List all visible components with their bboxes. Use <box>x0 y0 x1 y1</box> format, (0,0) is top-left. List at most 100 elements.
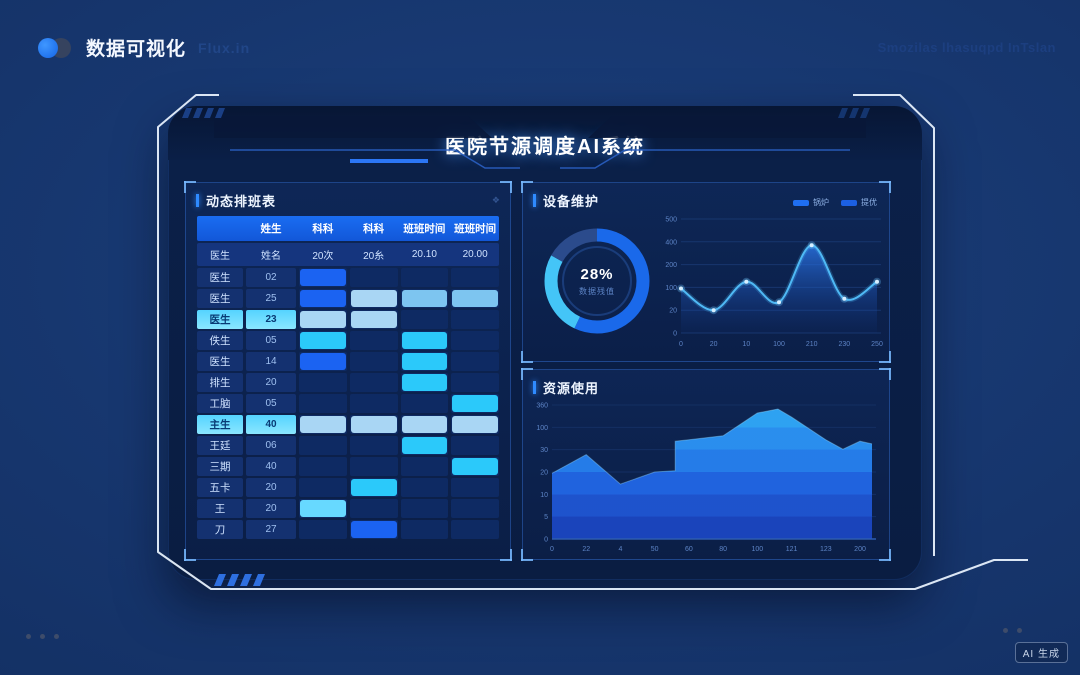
schedule-row[interactable]: 五卡 20 <box>197 478 499 497</box>
schedule-cell <box>400 520 449 539</box>
y-tick-label: 0 <box>544 537 548 544</box>
schedule-bar <box>350 479 397 496</box>
schedule-bar <box>401 353 448 370</box>
maintenance-donut-chart: 28% 数据残值 <box>531 213 663 349</box>
logo-dot-icon <box>38 37 74 59</box>
y-tick-label: 0 <box>673 331 677 338</box>
schedule-header-cell: 班班时间 <box>454 223 497 235</box>
schedule-cell <box>299 499 347 518</box>
y-tick-label: 500 <box>665 217 677 224</box>
data-point[interactable] <box>777 300 781 305</box>
schedule-cell <box>451 331 499 350</box>
data-point[interactable] <box>809 243 814 248</box>
donut-svg <box>544 228 650 334</box>
schedule-cell <box>349 499 398 518</box>
schedule-cell <box>451 394 499 413</box>
schedule-cell <box>349 289 398 308</box>
schedule-row[interactable]: 医生 23 <box>197 310 499 329</box>
schedule-row[interactable]: 工脑 05 <box>197 394 499 413</box>
schedule-cell <box>349 478 398 497</box>
line-area-fill <box>681 245 877 333</box>
schedule-row[interactable]: 刀 27 <box>197 520 499 539</box>
data-point[interactable] <box>711 308 716 313</box>
schedule-cell <box>299 520 347 539</box>
schedule-row-label: 王 <box>197 499 243 518</box>
schedule-row[interactable]: 排生 20 <box>197 373 499 392</box>
schedule-header-cell: 班班时间 <box>403 223 446 235</box>
schedule-cell <box>400 331 449 350</box>
schedule-cell <box>400 499 449 518</box>
schedule-row[interactable]: 医生 25 <box>197 289 499 308</box>
schedule-cell <box>451 478 499 497</box>
schedule-row-label: 刀 <box>197 520 243 539</box>
schedule-row[interactable]: 医生 02 <box>197 268 499 287</box>
footer-dots-left <box>26 634 59 639</box>
y-tick-label: 360 <box>536 403 548 410</box>
schedule-row-label: 王廷 <box>197 436 243 455</box>
x-tick-label: 4 <box>618 546 622 553</box>
schedule-row-label: 医生 <box>197 352 243 371</box>
schedule-bar <box>350 521 397 538</box>
schedule-row[interactable]: 王廷 06 <box>197 436 499 455</box>
schedule-cell <box>451 436 499 455</box>
line-chart-legend: 锅炉 提优 <box>793 197 877 208</box>
y-tick-label: 10 <box>540 492 548 499</box>
schedule-cell <box>451 520 499 539</box>
title-tick-icon <box>196 194 199 207</box>
schedule-row-label: 医生 <box>197 289 243 308</box>
schedule-cell <box>349 310 398 329</box>
y-tick-label: 20 <box>540 470 548 477</box>
schedule-row-number: 02 <box>246 268 296 287</box>
page-title: 医院节源调度AI系统 <box>445 136 645 158</box>
logo-ghost-text: Flux.in <box>198 39 251 56</box>
schedule-cell <box>451 289 499 308</box>
schedule-row-label: 排生 <box>197 373 243 392</box>
schedule-cell <box>349 415 398 434</box>
schedule-cell <box>299 352 347 371</box>
schedule-header-row: 姓生 科科 科科 班班时间 班班时间 <box>197 216 499 241</box>
schedule-panel: 动态排班表 ❖ 姓生 科科 科科 班班时间 班班时间 医生 姓名 20次 20糸 20.10 20.… <box>184 181 512 561</box>
data-point[interactable] <box>842 296 847 301</box>
schedule-bar <box>452 458 498 475</box>
schedule-row[interactable]: 三期 40 <box>197 457 499 476</box>
legend-item[interactable]: 提优 <box>841 197 877 208</box>
ai-generated-badge: AI 生成 <box>1014 642 1068 663</box>
schedule-subheader-cell: 医生 <box>210 251 230 262</box>
schedule-cell <box>349 520 398 539</box>
schedule-subheader-cell: 20次 <box>312 251 334 262</box>
donut-inner-ring <box>562 246 632 316</box>
schedule-bar <box>350 416 397 433</box>
x-tick-label: 250 <box>871 341 883 348</box>
x-tick-label: 200 <box>854 546 866 553</box>
data-point[interactable] <box>679 286 683 291</box>
schedule-cell <box>299 310 347 329</box>
schedule-subheader-cell: 20.10 <box>411 249 437 260</box>
schedule-row-number: 25 <box>246 289 296 308</box>
schedule-bar <box>401 290 448 307</box>
data-point[interactable] <box>875 279 879 284</box>
data-point[interactable] <box>744 279 749 284</box>
schedule-bar <box>452 416 498 433</box>
legend-label: 锅炉 <box>813 198 829 207</box>
schedule-row[interactable]: 王 20 <box>197 499 499 518</box>
schedule-cell <box>400 394 449 413</box>
logo-dot-blue <box>38 37 58 58</box>
legend-swatch <box>793 199 809 206</box>
y-tick-label: 20 <box>669 308 677 315</box>
schedule-bar <box>300 500 346 517</box>
title-tick-icon <box>533 381 536 394</box>
schedule-row[interactable]: 医生 14 <box>197 352 499 371</box>
legend-item[interactable]: 锅炉 <box>793 197 829 208</box>
schedule-bar <box>401 332 448 349</box>
schedule-cell <box>400 289 449 308</box>
y-tick-label: 5 <box>544 514 548 521</box>
schedule-row[interactable]: 主生 40 <box>197 415 499 434</box>
schedule-row-label: 医生 <box>197 310 243 329</box>
schedule-header-cell: 姓生 <box>260 223 282 235</box>
legend-label: 提优 <box>861 198 877 207</box>
x-tick-label: 123 <box>820 546 832 553</box>
schedule-row[interactable]: 佚生 05 <box>197 331 499 350</box>
schedule-cell <box>299 268 347 287</box>
